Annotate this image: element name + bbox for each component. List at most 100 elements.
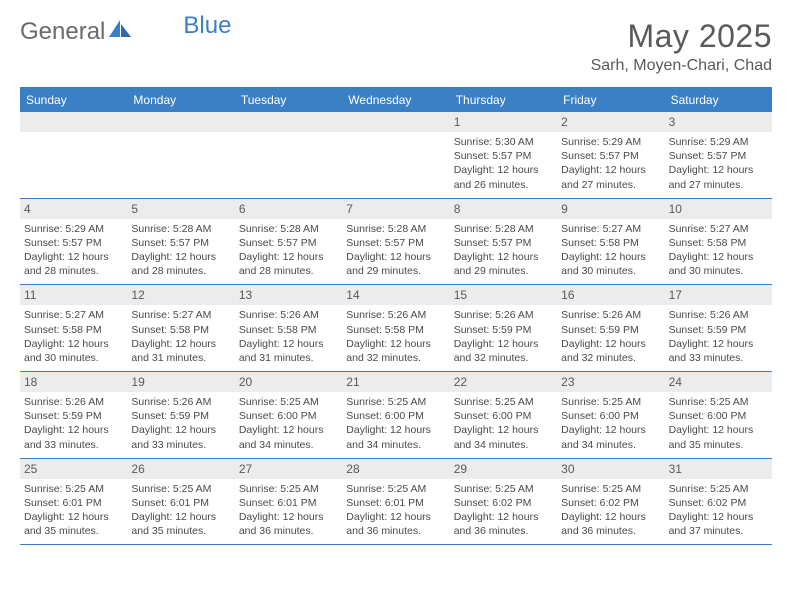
sunrise-text: Sunrise: 5:25 AM [669, 482, 768, 496]
sun-info: Sunrise: 5:26 AMSunset: 5:59 PMDaylight:… [561, 308, 660, 365]
day-header-row: Sunday Monday Tuesday Wednesday Thursday… [20, 89, 772, 112]
sunset-text: Sunset: 6:02 PM [561, 496, 660, 510]
sun-info: Sunrise: 5:28 AMSunset: 5:57 PMDaylight:… [131, 222, 230, 279]
sunrise-text: Sunrise: 5:25 AM [669, 395, 768, 409]
day-cell: 15Sunrise: 5:26 AMSunset: 5:59 PMDayligh… [450, 285, 557, 371]
daylight-text: Daylight: 12 hours and 28 minutes. [131, 250, 230, 278]
sunrise-text: Sunrise: 5:25 AM [346, 395, 445, 409]
daylight-text: Daylight: 12 hours and 32 minutes. [454, 337, 553, 365]
sunset-text: Sunset: 5:58 PM [669, 236, 768, 250]
sun-info: Sunrise: 5:27 AMSunset: 5:58 PMDaylight:… [669, 222, 768, 279]
day-number: 29 [450, 459, 557, 479]
day-cell: 16Sunrise: 5:26 AMSunset: 5:59 PMDayligh… [557, 285, 664, 371]
day-cell: 10Sunrise: 5:27 AMSunset: 5:58 PMDayligh… [665, 199, 772, 285]
sunrise-text: Sunrise: 5:28 AM [454, 222, 553, 236]
sun-info: Sunrise: 5:26 AMSunset: 5:59 PMDaylight:… [454, 308, 553, 365]
sun-info: Sunrise: 5:25 AMSunset: 6:01 PMDaylight:… [346, 482, 445, 539]
daylight-text: Daylight: 12 hours and 29 minutes. [454, 250, 553, 278]
daylight-text: Daylight: 12 hours and 36 minutes. [239, 510, 338, 538]
sun-info: Sunrise: 5:26 AMSunset: 5:59 PMDaylight:… [131, 395, 230, 452]
day-number: 20 [235, 372, 342, 392]
sunrise-text: Sunrise: 5:25 AM [454, 395, 553, 409]
sun-info: Sunrise: 5:25 AMSunset: 6:00 PMDaylight:… [561, 395, 660, 452]
location-label: Sarh, Moyen-Chari, Chad [591, 57, 772, 75]
day-number: 6 [235, 199, 342, 219]
sunrise-text: Sunrise: 5:27 AM [131, 308, 230, 322]
daylight-text: Daylight: 12 hours and 32 minutes. [346, 337, 445, 365]
dayhead-thursday: Thursday [450, 89, 557, 112]
sunrise-text: Sunrise: 5:25 AM [561, 395, 660, 409]
sun-info: Sunrise: 5:25 AMSunset: 6:01 PMDaylight:… [239, 482, 338, 539]
daylight-text: Daylight: 12 hours and 33 minutes. [24, 423, 123, 451]
daylight-text: Daylight: 12 hours and 31 minutes. [131, 337, 230, 365]
sunrise-text: Sunrise: 5:26 AM [346, 308, 445, 322]
daylight-text: Daylight: 12 hours and 36 minutes. [561, 510, 660, 538]
daylight-text: Daylight: 12 hours and 33 minutes. [669, 337, 768, 365]
daylight-text: Daylight: 12 hours and 27 minutes. [669, 163, 768, 191]
sun-info: Sunrise: 5:29 AMSunset: 5:57 PMDaylight:… [669, 135, 768, 192]
calendar-grid: Sunday Monday Tuesday Wednesday Thursday… [20, 87, 772, 545]
daylight-text: Daylight: 12 hours and 36 minutes. [454, 510, 553, 538]
day-number: 19 [127, 372, 234, 392]
daylight-text: Daylight: 12 hours and 29 minutes. [346, 250, 445, 278]
day-cell: 25Sunrise: 5:25 AMSunset: 6:01 PMDayligh… [20, 459, 127, 545]
day-cell: 8Sunrise: 5:28 AMSunset: 5:57 PMDaylight… [450, 199, 557, 285]
sunset-text: Sunset: 5:57 PM [24, 236, 123, 250]
day-number: 24 [665, 372, 772, 392]
sunrise-text: Sunrise: 5:28 AM [131, 222, 230, 236]
daylight-text: Daylight: 12 hours and 31 minutes. [239, 337, 338, 365]
day-number: 1 [450, 112, 557, 132]
day-number: 12 [127, 285, 234, 305]
week-row: 4Sunrise: 5:29 AMSunset: 5:57 PMDaylight… [20, 199, 772, 286]
dayhead-tuesday: Tuesday [235, 89, 342, 112]
sun-info: Sunrise: 5:26 AMSunset: 5:58 PMDaylight:… [239, 308, 338, 365]
day-number: 3 [665, 112, 772, 132]
sunrise-text: Sunrise: 5:27 AM [669, 222, 768, 236]
week-row: 1Sunrise: 5:30 AMSunset: 5:57 PMDaylight… [20, 112, 772, 199]
sun-info: Sunrise: 5:27 AMSunset: 5:58 PMDaylight:… [24, 308, 123, 365]
daylight-text: Daylight: 12 hours and 34 minutes. [346, 423, 445, 451]
month-title: May 2025 [591, 18, 772, 55]
sunset-text: Sunset: 6:00 PM [454, 409, 553, 423]
day-cell: 22Sunrise: 5:25 AMSunset: 6:00 PMDayligh… [450, 372, 557, 458]
sunset-text: Sunset: 5:59 PM [561, 323, 660, 337]
day-number: 25 [20, 459, 127, 479]
day-cell: 11 Sunrise: 5:27 AMSunset: 5:58 PMDayligh… [20, 285, 127, 371]
sun-info: Sunrise: 5:27 AMSunset: 5:58 PMDaylight:… [131, 308, 230, 365]
day-cell: 21 Sunrise: 5:25 AMSunset: 6:00 PMDayligh… [342, 372, 449, 458]
day-number: 9 [557, 199, 664, 219]
sunrise-text: Sunrise: 5:27 AM [24, 308, 123, 322]
day-cell: 5Sunrise: 5:28 AMSunset: 5:57 PMDaylight… [127, 199, 234, 285]
sun-info: Sunrise: 5:27 AMSunset: 5:58 PMDaylight:… [561, 222, 660, 279]
sunrise-text: Sunrise: 5:27 AM [561, 222, 660, 236]
day-number: 27 [235, 459, 342, 479]
sunrise-text: Sunrise: 5:26 AM [669, 308, 768, 322]
daylight-text: Daylight: 12 hours and 34 minutes. [454, 423, 553, 451]
dayhead-saturday: Saturday [665, 89, 772, 112]
sunset-text: Sunset: 5:57 PM [346, 236, 445, 250]
day-number: 7 [342, 199, 449, 219]
day-number: 11 [20, 285, 127, 305]
day-number [235, 112, 342, 132]
day-number: 21 [342, 372, 449, 392]
day-number: 8 [450, 199, 557, 219]
logo-text-general: General [20, 18, 105, 46]
sunset-text: Sunset: 6:01 PM [24, 496, 123, 510]
day-number: 2 [557, 112, 664, 132]
sunrise-text: Sunrise: 5:26 AM [239, 308, 338, 322]
day-cell: 20Sunrise: 5:25 AMSunset: 6:00 PMDayligh… [235, 372, 342, 458]
sunrise-text: Sunrise: 5:25 AM [239, 395, 338, 409]
daylight-text: Daylight: 12 hours and 28 minutes. [24, 250, 123, 278]
day-cell [235, 112, 342, 198]
sunset-text: Sunset: 6:00 PM [346, 409, 445, 423]
sun-info: Sunrise: 5:25 AMSunset: 6:00 PMDaylight:… [669, 395, 768, 452]
day-number: 31 [665, 459, 772, 479]
day-number [127, 112, 234, 132]
day-number: 26 [127, 459, 234, 479]
week-row: 25Sunrise: 5:25 AMSunset: 6:01 PMDayligh… [20, 459, 772, 546]
daylight-text: Daylight: 12 hours and 33 minutes. [131, 423, 230, 451]
daylight-text: Daylight: 12 hours and 28 minutes. [239, 250, 338, 278]
daylight-text: Daylight: 12 hours and 34 minutes. [561, 423, 660, 451]
daylight-text: Daylight: 12 hours and 32 minutes. [561, 337, 660, 365]
sun-info: Sunrise: 5:25 AMSunset: 6:00 PMDaylight:… [346, 395, 445, 452]
